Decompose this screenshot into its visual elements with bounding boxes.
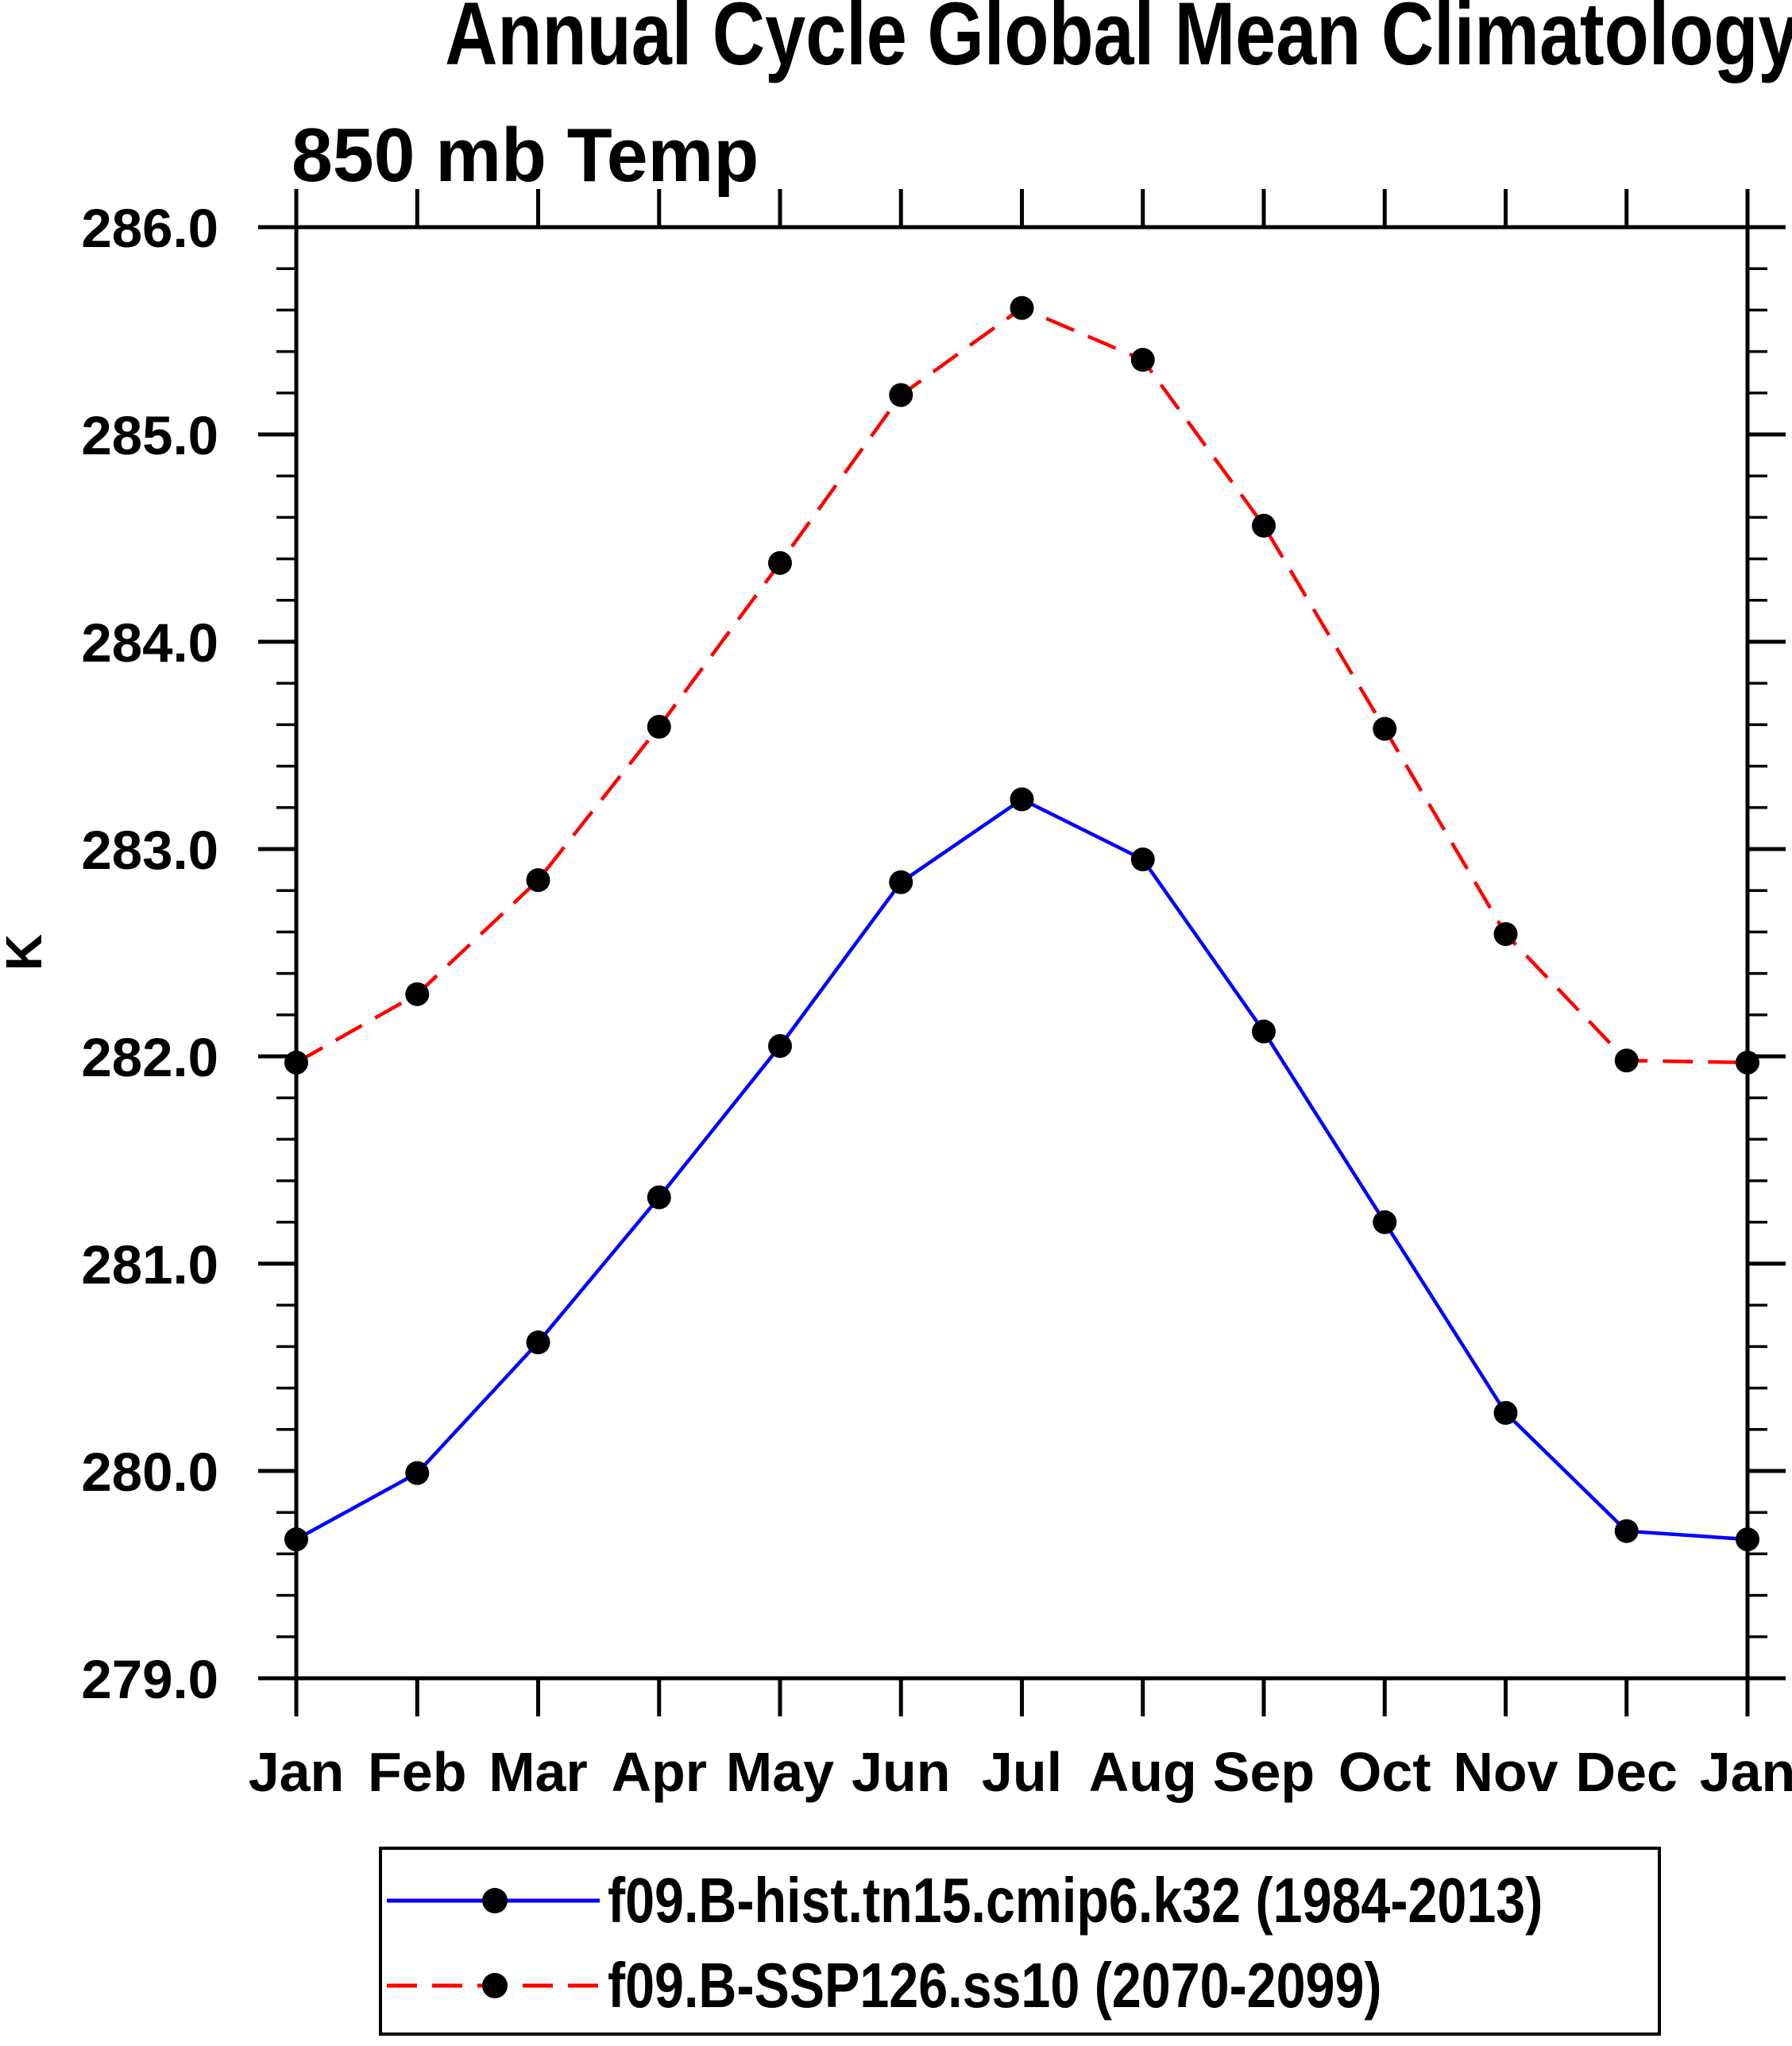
- y-tick-label: 279.0: [81, 1649, 218, 1710]
- hist-data-point-marker: [1614, 1519, 1639, 1543]
- x-tick-label: Aug: [1089, 1741, 1197, 1803]
- ssp-data-point-marker: [1373, 716, 1397, 741]
- x-tick-label: Jun: [852, 1741, 950, 1803]
- ssp-swatch-marker-icon: [482, 1973, 508, 1998]
- ssp-data-point-marker: [1736, 1050, 1759, 1075]
- legend-row-hist: f09.B-hist.tn15.cmip6.k32 (1984-2013): [387, 1869, 1734, 1932]
- ssp-data-point-marker: [405, 982, 430, 1006]
- hist-data-point-marker: [405, 1461, 430, 1485]
- hist-data-point-marker: [889, 870, 913, 894]
- hist-swatch-marker-icon: [482, 1888, 508, 1913]
- x-tick-label: Dec: [1576, 1741, 1678, 1803]
- plot-frame: [294, 225, 1750, 1681]
- x-tick-label: May: [726, 1741, 834, 1803]
- hist-series-line: [295, 797, 1748, 1542]
- hist-data-point-marker: [1252, 1019, 1276, 1044]
- y-tick-label: 282.0: [81, 1027, 218, 1088]
- x-tick-label: Nov: [1453, 1741, 1558, 1803]
- x-tick-label: Mar: [489, 1741, 587, 1803]
- y-tick-label: 284.0: [81, 612, 218, 674]
- hist-data-point-marker: [1010, 787, 1034, 812]
- ssp-data-point-marker: [526, 868, 550, 893]
- hist-data-point-marker: [1373, 1210, 1397, 1234]
- x-tick-label: Apr: [611, 1741, 707, 1803]
- hist-data-point-marker: [1493, 1400, 1518, 1425]
- y-tick-label: 283.0: [81, 820, 218, 881]
- y-tick-label: 281.0: [81, 1234, 218, 1295]
- ssp-data-point-marker: [284, 1050, 308, 1075]
- ssp-data-point-marker: [647, 715, 671, 739]
- ssp-data-point-marker: [1252, 513, 1276, 538]
- ssp-data-point-marker: [1010, 295, 1034, 320]
- page-title: Annual Cycle Global Mean Climatology: [445, 0, 1792, 83]
- y-tick-label: 286.0: [81, 198, 218, 259]
- y-tick-label: 285.0: [81, 405, 218, 466]
- chart-subtitle: 850 mb Temp: [292, 113, 759, 198]
- hist-data-point-marker: [1130, 847, 1155, 872]
- x-tick-label: Jan: [249, 1741, 345, 1803]
- ssp-data-point-marker: [1614, 1048, 1639, 1073]
- title-wrap: Annual Cycle Global Mean Climatology: [296, 0, 1792, 79]
- x-tick-label: Sep: [1213, 1741, 1315, 1803]
- legend-label-hist: f09.B-hist.tn15.cmip6.k32 (1984-2013): [608, 1865, 1543, 1936]
- legend-row-ssp: f09.B-SSP126.ss10 (2070-2099): [387, 1954, 1540, 2017]
- hist-data-point-marker: [1736, 1527, 1759, 1552]
- subtitle-wrap: 850 mb Temp: [292, 118, 773, 194]
- ssp-line-swatch: [387, 1973, 600, 1998]
- hist-data-point-marker: [284, 1527, 308, 1552]
- y-tick-label: 280.0: [81, 1442, 218, 1503]
- ssp-data-point-marker: [1130, 348, 1155, 373]
- hist-data-point-marker: [768, 1033, 792, 1058]
- x-tick-label: Jan: [1700, 1741, 1792, 1803]
- ssp-data-point-marker: [889, 383, 913, 407]
- hist-data-point-marker: [526, 1330, 550, 1355]
- ssp-data-point-marker: [768, 550, 792, 575]
- x-tick-label: Oct: [1338, 1741, 1431, 1803]
- x-tick-label: Feb: [368, 1741, 466, 1803]
- hist-line-swatch: [387, 1888, 600, 1913]
- legend-box: f09.B-hist.tn15.cmip6.k32 (1984-2013) f0…: [379, 1847, 1661, 2036]
- legend-label-ssp: f09.B-SSP126.ss10 (2070-2099): [608, 1950, 1382, 2021]
- ssp-data-point-marker: [1493, 922, 1518, 947]
- ssp-series-line: [295, 306, 1748, 1065]
- hist-data-point-marker: [647, 1185, 671, 1210]
- x-tick-label: Jul: [982, 1741, 1062, 1803]
